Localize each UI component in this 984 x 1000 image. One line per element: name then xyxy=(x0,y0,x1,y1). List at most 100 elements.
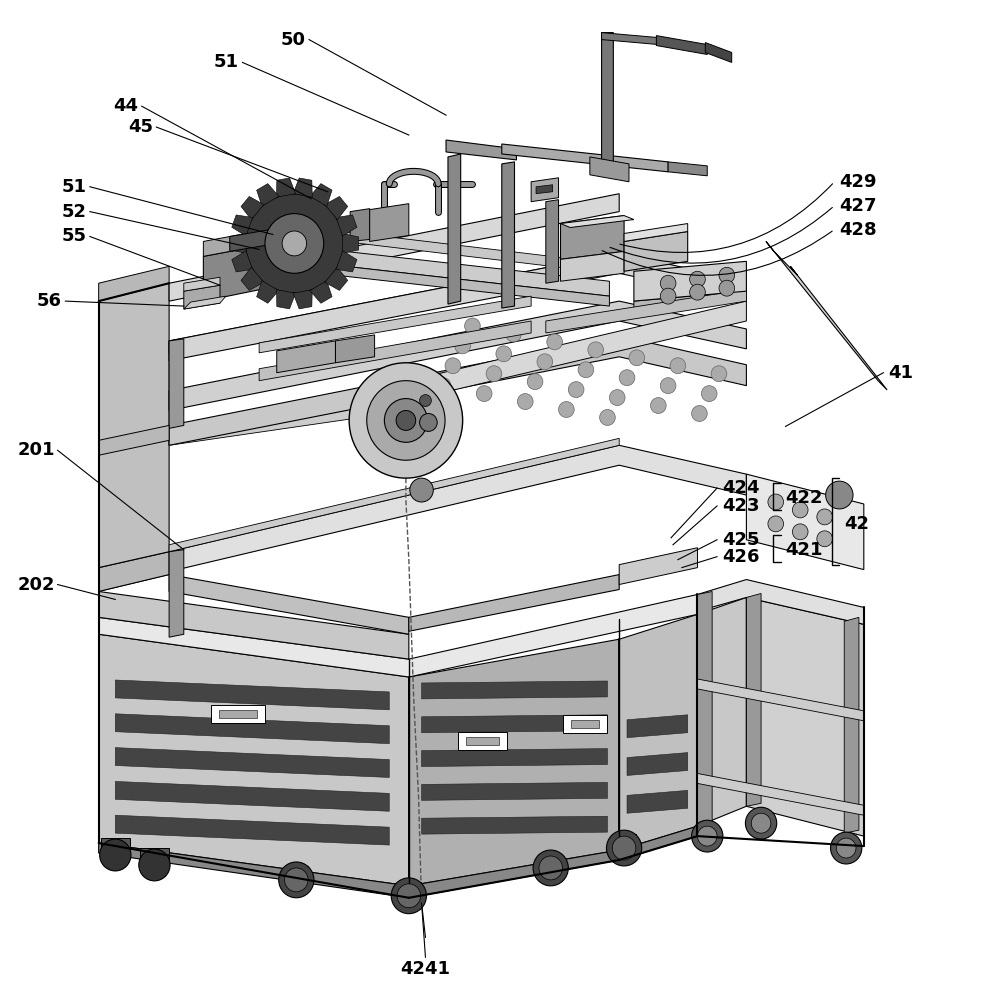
Polygon shape xyxy=(446,140,517,160)
Polygon shape xyxy=(531,178,559,202)
Polygon shape xyxy=(184,277,220,291)
Circle shape xyxy=(660,288,676,304)
Polygon shape xyxy=(336,335,375,363)
Circle shape xyxy=(349,363,462,478)
Polygon shape xyxy=(370,204,408,241)
Polygon shape xyxy=(698,580,864,624)
Polygon shape xyxy=(257,241,609,296)
Polygon shape xyxy=(169,445,747,572)
Circle shape xyxy=(282,231,307,256)
Circle shape xyxy=(690,271,706,287)
Polygon shape xyxy=(747,597,864,836)
Polygon shape xyxy=(325,196,347,220)
Circle shape xyxy=(455,338,470,354)
Polygon shape xyxy=(230,229,277,251)
Circle shape xyxy=(506,326,522,342)
Circle shape xyxy=(539,856,563,880)
Polygon shape xyxy=(277,224,609,273)
Polygon shape xyxy=(98,266,169,301)
Polygon shape xyxy=(634,291,747,311)
Polygon shape xyxy=(259,321,531,381)
Text: 4241: 4241 xyxy=(400,960,451,978)
Polygon shape xyxy=(98,594,698,677)
Polygon shape xyxy=(539,854,563,861)
Polygon shape xyxy=(421,816,607,834)
Polygon shape xyxy=(115,680,390,710)
Circle shape xyxy=(587,342,603,358)
Text: 425: 425 xyxy=(722,531,760,549)
Circle shape xyxy=(139,849,170,881)
Polygon shape xyxy=(218,710,257,718)
Polygon shape xyxy=(421,715,607,733)
Circle shape xyxy=(660,275,676,291)
Polygon shape xyxy=(627,715,688,738)
Polygon shape xyxy=(98,425,169,455)
Polygon shape xyxy=(284,866,308,873)
Polygon shape xyxy=(232,251,253,272)
Polygon shape xyxy=(698,679,864,721)
Polygon shape xyxy=(619,614,698,850)
Polygon shape xyxy=(502,162,515,308)
Polygon shape xyxy=(337,215,357,236)
Polygon shape xyxy=(169,391,408,445)
Circle shape xyxy=(367,381,445,460)
Polygon shape xyxy=(169,253,747,361)
Text: 50: 50 xyxy=(280,31,306,49)
Polygon shape xyxy=(277,290,295,309)
Circle shape xyxy=(612,836,636,860)
Polygon shape xyxy=(257,184,278,206)
Text: 44: 44 xyxy=(113,97,139,115)
Polygon shape xyxy=(325,267,347,290)
Polygon shape xyxy=(169,301,747,410)
Polygon shape xyxy=(169,253,619,353)
Polygon shape xyxy=(140,848,169,860)
Text: 45: 45 xyxy=(128,118,154,136)
Circle shape xyxy=(559,402,575,417)
Polygon shape xyxy=(698,773,864,815)
Polygon shape xyxy=(277,178,295,197)
Polygon shape xyxy=(627,790,688,813)
Polygon shape xyxy=(747,474,864,570)
Polygon shape xyxy=(561,251,624,281)
Circle shape xyxy=(533,850,569,886)
Circle shape xyxy=(435,378,451,394)
Circle shape xyxy=(445,358,461,374)
Circle shape xyxy=(464,318,480,334)
Circle shape xyxy=(752,813,770,833)
Circle shape xyxy=(768,494,783,510)
Circle shape xyxy=(245,194,343,293)
Text: 41: 41 xyxy=(889,364,913,382)
Text: 424: 424 xyxy=(722,479,760,497)
Circle shape xyxy=(392,878,426,914)
Polygon shape xyxy=(502,144,668,172)
Polygon shape xyxy=(169,336,747,445)
Polygon shape xyxy=(169,438,619,552)
Circle shape xyxy=(599,410,615,425)
Text: 56: 56 xyxy=(37,292,62,310)
Circle shape xyxy=(711,366,727,382)
Circle shape xyxy=(650,398,666,413)
Polygon shape xyxy=(408,639,619,886)
Circle shape xyxy=(619,370,635,386)
Circle shape xyxy=(579,362,593,378)
Polygon shape xyxy=(421,782,607,800)
Polygon shape xyxy=(98,552,169,591)
Text: 422: 422 xyxy=(785,489,823,507)
Polygon shape xyxy=(766,241,888,390)
Polygon shape xyxy=(421,749,607,767)
Circle shape xyxy=(606,830,642,866)
Polygon shape xyxy=(211,705,265,723)
Polygon shape xyxy=(115,781,390,811)
Circle shape xyxy=(547,334,563,350)
Polygon shape xyxy=(98,634,408,886)
Circle shape xyxy=(768,516,783,532)
Polygon shape xyxy=(421,681,607,699)
Circle shape xyxy=(746,807,776,839)
Polygon shape xyxy=(561,216,634,228)
Polygon shape xyxy=(257,226,311,251)
Polygon shape xyxy=(546,200,559,283)
Circle shape xyxy=(836,838,856,858)
Polygon shape xyxy=(589,157,629,182)
Polygon shape xyxy=(563,715,607,733)
Text: 201: 201 xyxy=(18,441,55,459)
